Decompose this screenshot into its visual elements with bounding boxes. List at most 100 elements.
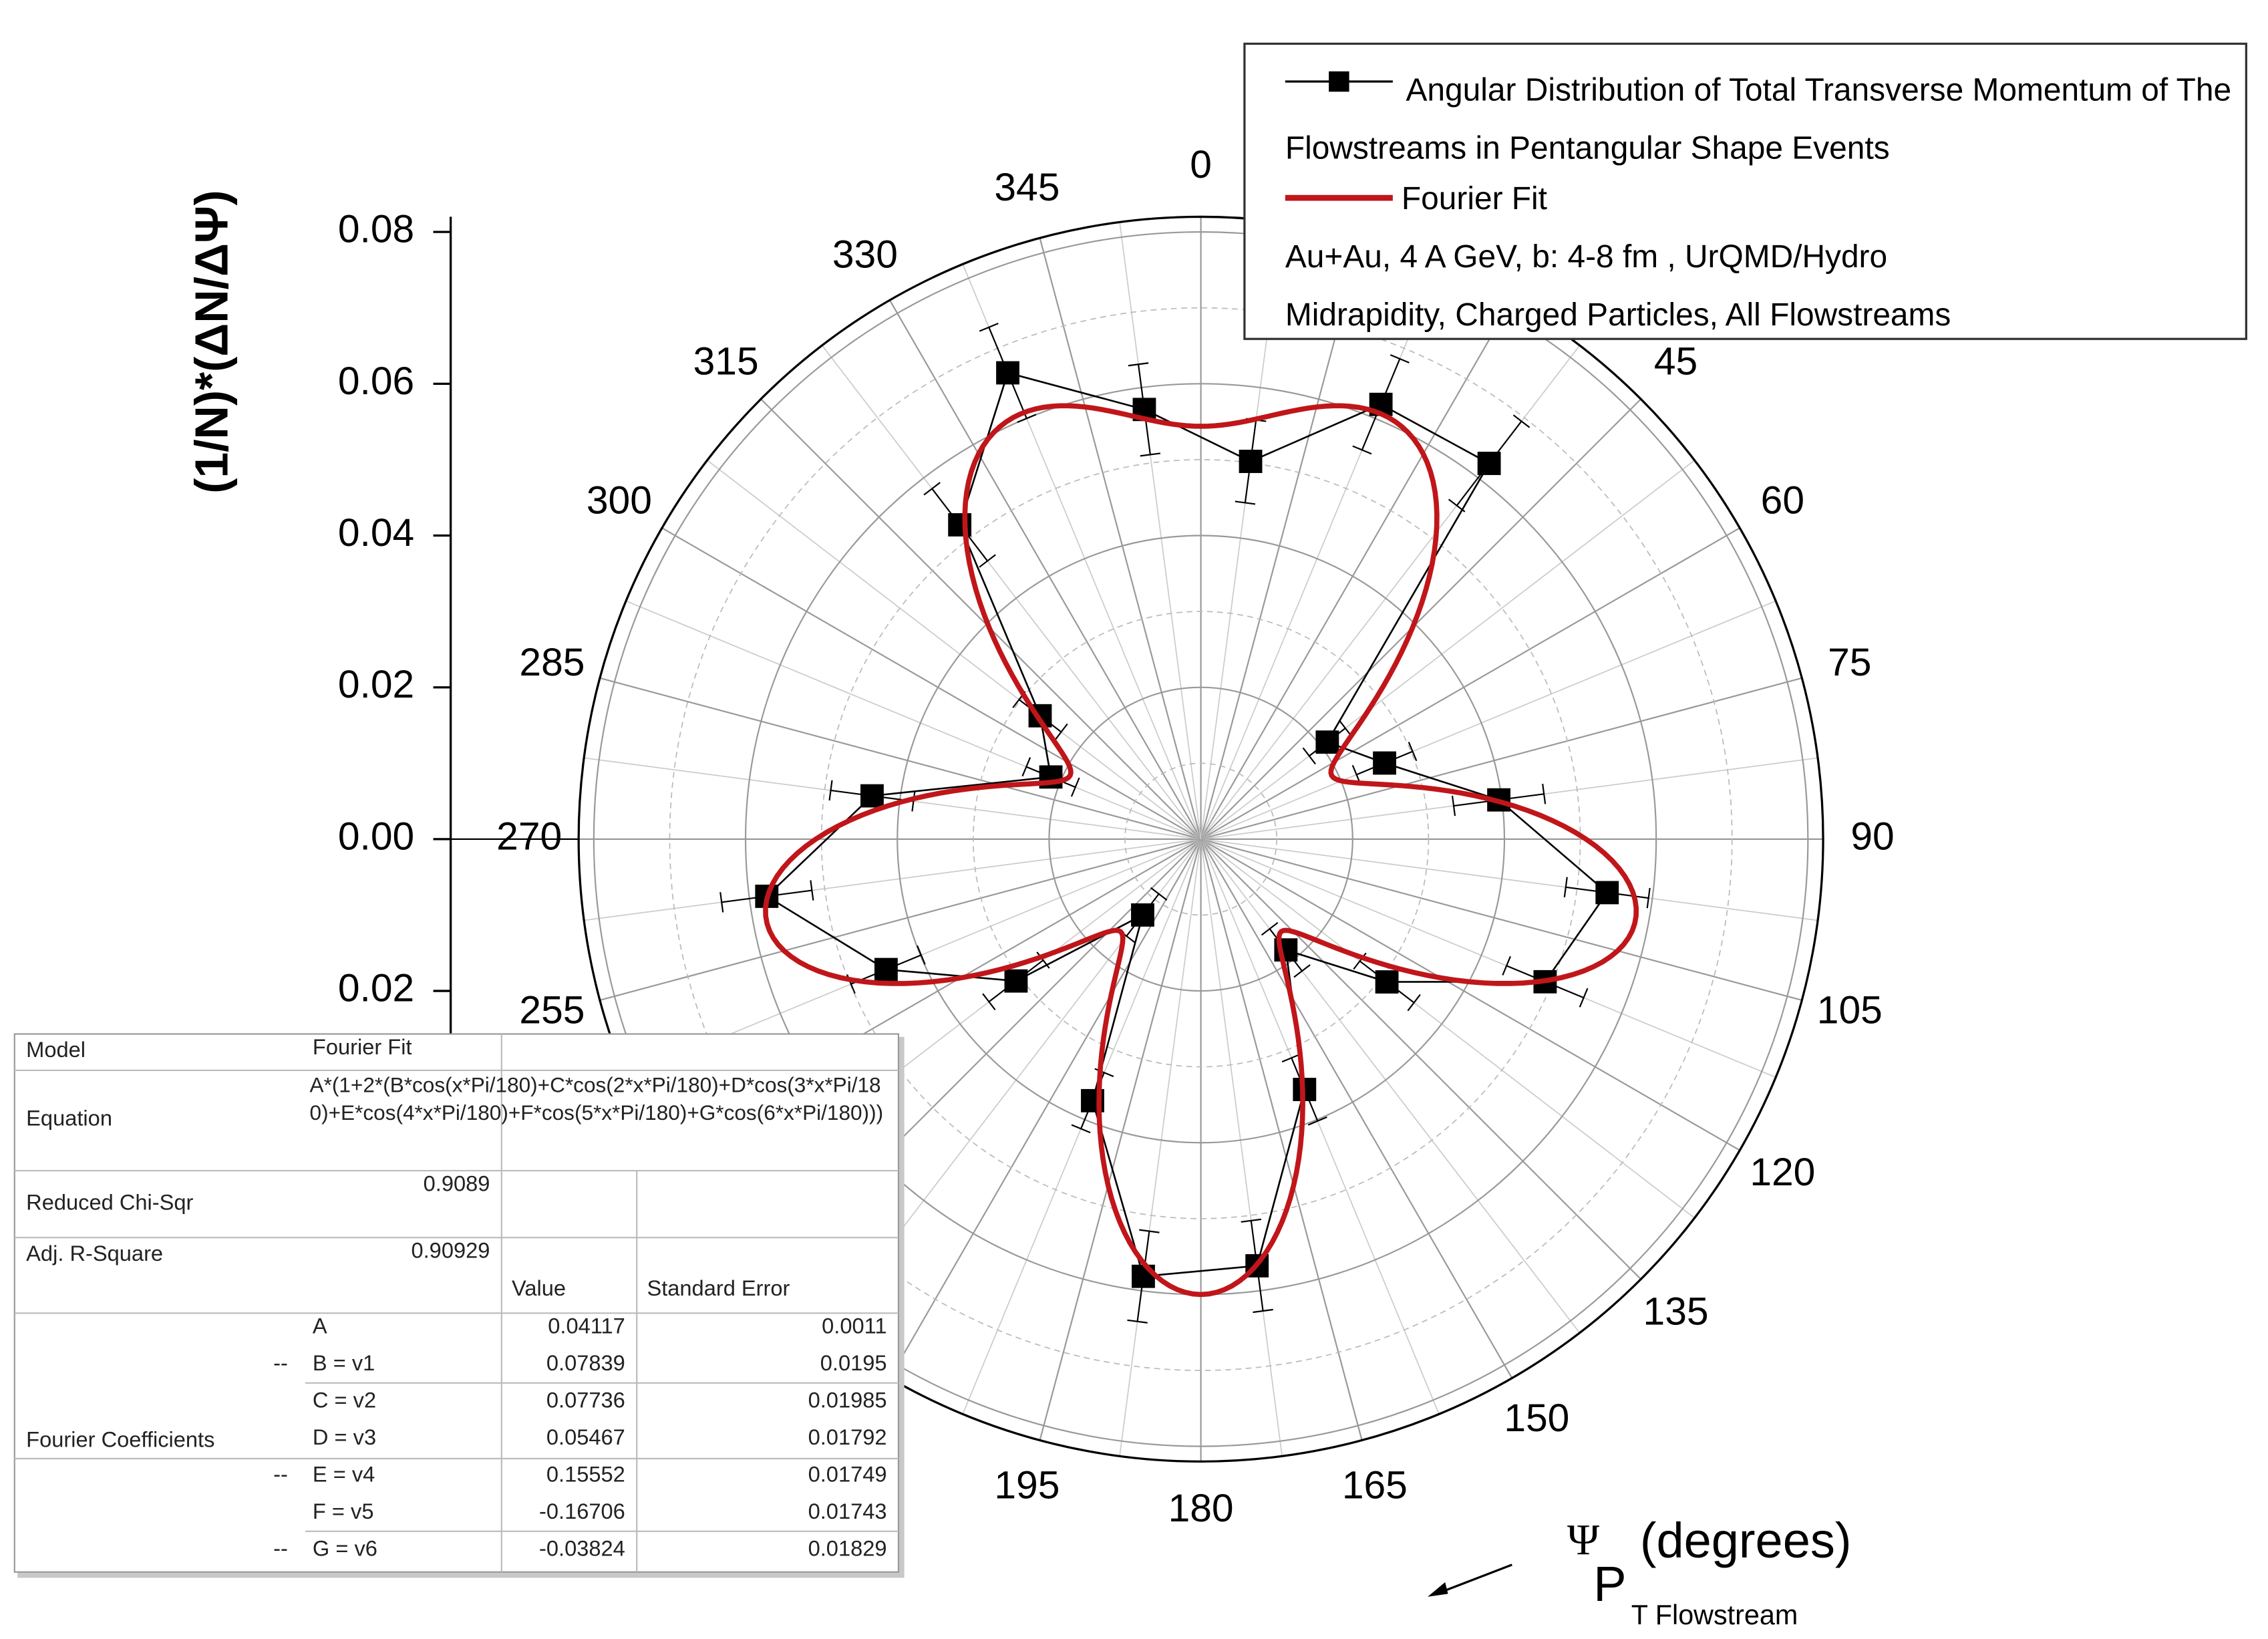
x-label-unit: (degrees): [1640, 1513, 1852, 1568]
x-label-subsubscript: T Flowstream: [1631, 1600, 1798, 1630]
error-cap: [828, 780, 833, 801]
error-cap: [1071, 1124, 1091, 1134]
table-cell: 0.01985: [808, 1388, 887, 1412]
minor-spoke: [1200, 839, 1776, 1078]
angle-tick-label: 45: [1654, 339, 1697, 383]
error-cap: [1253, 1308, 1273, 1314]
grid-spoke: [1200, 839, 1642, 1280]
error-cap: [1150, 887, 1168, 901]
angle-tick-label: 165: [1342, 1464, 1408, 1507]
table-header: Value: [512, 1276, 566, 1300]
table-box: [13, 1033, 900, 1573]
error-cap: [1139, 1229, 1160, 1233]
grid-spoke: [1200, 527, 1740, 840]
minor-spoke: [1119, 839, 1202, 1457]
data-point: [1595, 881, 1619, 905]
grid-spoke: [1200, 839, 1363, 1441]
table-rules: [14, 1034, 899, 1572]
data-point: [1477, 452, 1501, 475]
minor-spoke: [584, 839, 1201, 921]
grid-circle: [897, 535, 1506, 1144]
grid-spoke: [1039, 839, 1202, 1441]
minor-spoke: [1119, 222, 1202, 839]
fit-table: Model Fourier Fit Equation A*(1+2*(B*cos…: [13, 1033, 905, 1578]
error-cap: [1502, 955, 1512, 976]
table-cell: 0.0195: [820, 1350, 887, 1375]
table-cell: 0.01792: [808, 1425, 887, 1449]
error-cap: [923, 482, 941, 496]
table-cell: A*(1+2*(B*cos(x*Pi/180)+C*cos(2*x*Pi/180…: [309, 1074, 884, 1126]
minor-spoke: [1200, 839, 1283, 1457]
plot-area: 0153045607590105120135150165180195210225…: [338, 143, 1895, 1530]
legend-label: Fourier Fit: [1402, 181, 1547, 216]
table-cell: D = v3: [313, 1425, 376, 1449]
error-cap: [1054, 723, 1068, 741]
legend-marker: [1329, 71, 1349, 92]
error-cap: [1390, 354, 1410, 363]
table-cell: 0.90929: [411, 1238, 490, 1263]
grid-spoke: [1039, 237, 1202, 840]
table-cell: 0.01749: [808, 1462, 887, 1487]
annotation: Au+Au, 4 A GeV, b: 4-8 fm , UrQMD/Hydro: [1285, 239, 1887, 275]
angle-tick-label: 60: [1761, 479, 1804, 523]
angle-tick-label: 300: [587, 479, 652, 523]
table-cell: G = v6: [313, 1536, 377, 1561]
data-point: [1239, 450, 1263, 473]
legend-box: [1243, 42, 2247, 340]
error-cap: [1542, 784, 1547, 804]
error-cap: [1407, 994, 1421, 1012]
table-cell: Fourier Fit: [313, 1034, 412, 1059]
table-cell: Adj. R-Square: [26, 1241, 163, 1265]
angle-tick-label: 135: [1643, 1290, 1709, 1333]
legend-entry: Angular Distribution of Total Transverse…: [1285, 71, 2231, 166]
table-cell: -0.16706: [539, 1499, 625, 1523]
angle-tick-label: 105: [1817, 989, 1883, 1032]
angle-tick-label: 90: [1850, 814, 1894, 858]
minor-grid-circle: [669, 307, 1733, 1371]
table-cell: 0.07839: [546, 1350, 625, 1375]
arrow-head: [1428, 1582, 1448, 1597]
table-cell: Equation: [26, 1106, 112, 1131]
equation: A*(1+2*(B*cos(x*Pi/180)+C*cos(2*x*Pi/180…: [309, 1074, 884, 1126]
data-point: [1315, 730, 1339, 754]
grid-spoke: [1200, 299, 1513, 840]
table-cell: 0.0011: [822, 1314, 886, 1338]
error-cap: [1448, 498, 1466, 512]
error-cap: [810, 880, 814, 901]
grid-circle: [1048, 686, 1353, 992]
error-cap: [1021, 757, 1031, 777]
grid-spoke: [599, 677, 1201, 840]
y-tick-label: 0.06: [338, 359, 414, 403]
arrow: [1436, 1563, 1512, 1595]
data-point: [860, 784, 884, 808]
grid-spoke: [1200, 838, 1740, 1151]
error-cap: [1036, 951, 1050, 969]
grid-spoke: [599, 838, 1201, 1002]
error-cap: [1140, 452, 1161, 457]
table-cell: Fourier Coefficients: [26, 1427, 214, 1451]
angle-tick-label: 195: [994, 1464, 1060, 1507]
table-cell: 0.01743: [808, 1499, 887, 1523]
error-cap: [1646, 887, 1651, 909]
data-point: [874, 957, 898, 982]
table-cell: 0.01829: [808, 1536, 887, 1561]
grid-spoke: [888, 839, 1202, 1379]
y-tick-label: 0.02: [338, 663, 414, 706]
x-label-subscript: P: [1593, 1556, 1626, 1612]
angle-tick-label: 285: [519, 641, 585, 684]
angle-tick-label: 120: [1750, 1151, 1815, 1194]
error-cap: [979, 322, 999, 332]
error-cap: [1127, 1319, 1148, 1324]
data-point: [1375, 970, 1399, 994]
grid-circle: [593, 231, 1809, 1447]
y-tick-label: 0.04: [338, 511, 414, 555]
y-tick-label: 0.08: [338, 208, 414, 251]
error-cap: [1128, 362, 1149, 367]
grid-spoke: [1200, 838, 1802, 1002]
error-cap: [1352, 445, 1372, 455]
angle-tick-label: 75: [1828, 641, 1871, 684]
data-point: [1373, 751, 1396, 775]
table-cell: B = v1: [313, 1350, 375, 1375]
minor-grid-circle: [820, 459, 1581, 1219]
